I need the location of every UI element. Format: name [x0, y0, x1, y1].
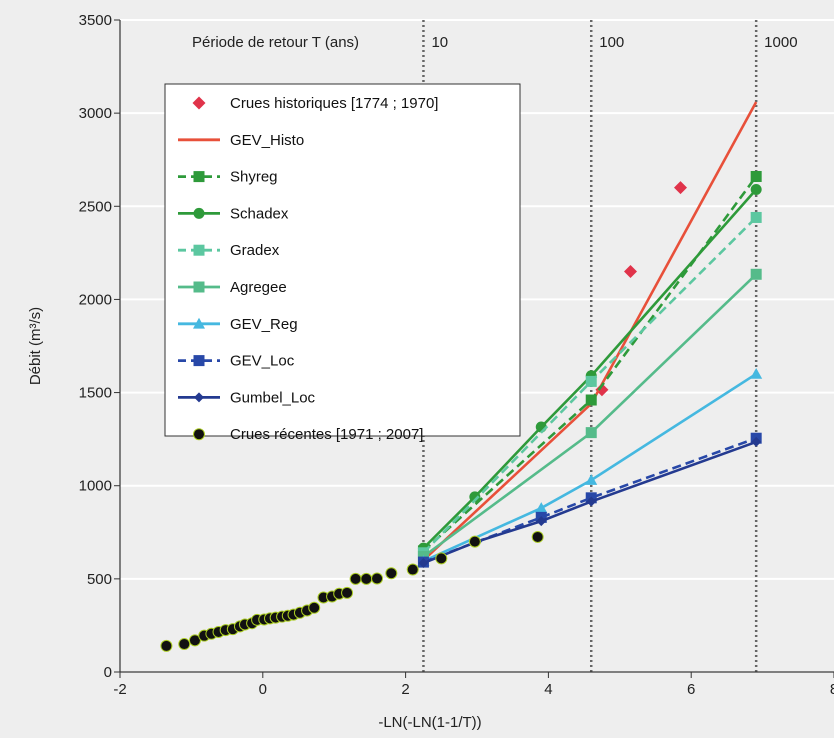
series-crues-r-centes-1971-2007 — [160, 530, 544, 652]
x-tick-label: 4 — [544, 681, 552, 698]
triangle-marker — [535, 502, 548, 513]
circle-marker — [750, 184, 762, 196]
dot-marker — [385, 567, 398, 580]
square-marker — [750, 268, 762, 280]
y-tick-label: 0 — [104, 664, 112, 681]
diamond-marker — [586, 496, 597, 507]
legend-box — [164, 83, 521, 437]
dot-marker — [435, 552, 448, 565]
y-tick-label: 2000 — [79, 291, 112, 308]
legend-item: Agregee — [178, 279, 287, 296]
y-axis-label: Débit (m³/s) — [27, 307, 44, 385]
diamond-marker — [673, 181, 687, 195]
legend-label: Shyreg — [230, 169, 278, 186]
legend-item: Gumbel_Loc — [178, 389, 316, 406]
dot-marker — [406, 563, 419, 576]
square-marker — [585, 427, 597, 439]
dot-marker — [160, 639, 173, 652]
return-period-label: 10 — [431, 34, 448, 51]
legend-item: Gradex — [178, 242, 280, 259]
diamond-marker — [192, 96, 206, 110]
x-ticks: -2 0 2 4 6 8 — [113, 672, 834, 698]
dot-marker — [349, 572, 362, 585]
series-line — [422, 372, 757, 563]
x-tick-label: 0 — [259, 681, 267, 698]
return-period-label: 100 — [599, 34, 624, 51]
legend-label: Schadex — [230, 205, 289, 222]
x-tick-label: 6 — [687, 681, 695, 698]
dot-marker — [468, 535, 481, 548]
y-tick-label: 2500 — [79, 198, 112, 215]
x-tick-label: -2 — [113, 681, 126, 698]
diamond-marker — [595, 383, 609, 397]
return-period-labels: 10 100 1000 — [431, 34, 797, 51]
legend-item: GEV_Reg — [178, 316, 298, 333]
square-marker — [585, 375, 597, 387]
square-marker — [193, 281, 205, 293]
legend-label: Crues historiques [1774 ; 1970] — [230, 95, 438, 112]
legend-item: Crues récentes [1971 ; 2007] — [193, 426, 423, 443]
legend-item: Crues historiques [1774 ; 1970] — [192, 95, 438, 112]
square-marker — [750, 170, 762, 182]
square-marker — [193, 355, 205, 367]
legend-item: GEV_Histo — [178, 132, 304, 149]
y-tick-label: 1500 — [79, 385, 112, 402]
legend-item: Schadex — [178, 205, 289, 222]
axes — [119, 20, 834, 673]
dot-marker — [371, 572, 384, 585]
triangle-marker — [193, 317, 205, 329]
square-marker — [193, 244, 205, 256]
triangle-marker — [750, 367, 763, 379]
legend-label: Crues récentes [1971 ; 2007] — [230, 426, 423, 443]
dot-marker — [178, 638, 191, 651]
legend-items: Crues historiques [1774 ; 1970] GEV_Histo… — [178, 95, 438, 443]
legend-label: Gradex — [230, 242, 280, 259]
y-tick-label: 3500 — [79, 12, 112, 29]
legend-item: GEV_Loc — [178, 353, 295, 370]
legend-label: GEV_Loc — [230, 353, 295, 370]
square-marker — [750, 211, 762, 223]
triangle-marker — [585, 474, 598, 485]
y-tick-label: 1000 — [79, 478, 112, 495]
circle-marker — [193, 207, 205, 219]
legend-label: GEV_Reg — [230, 316, 298, 333]
square-marker — [585, 394, 597, 406]
diamond-marker — [418, 558, 429, 569]
diamond-marker — [624, 264, 638, 278]
diamond-marker — [194, 392, 204, 403]
series-crues-historiques-1774-1970 — [595, 181, 687, 397]
dot-marker — [308, 601, 321, 614]
square-marker — [193, 171, 205, 183]
series-layer — [160, 101, 763, 652]
return-period-label: 1000 — [764, 34, 797, 51]
dot-marker — [341, 586, 354, 599]
diamond-marker — [536, 516, 547, 527]
dot-marker — [360, 572, 373, 585]
y-tick-label: 500 — [87, 571, 112, 588]
dot-marker — [531, 530, 544, 543]
x-tick-label: 2 — [401, 681, 409, 698]
legend-label: Gumbel_Loc — [230, 389, 316, 406]
legend-label: GEV_Histo — [230, 132, 304, 149]
circle-marker — [469, 491, 481, 503]
dot-marker — [193, 428, 205, 441]
legend-item: Shyreg — [178, 169, 278, 186]
x-axis-label: -LN(-LN(1-1/T)) — [378, 714, 481, 731]
y-tick-label: 3000 — [79, 105, 112, 122]
diamond-marker — [751, 436, 762, 447]
legend-label: Agregee — [230, 279, 287, 296]
x-tick-label: 8 — [830, 681, 834, 698]
return-period-header: Période de retour T (ans) — [192, 34, 359, 51]
y-ticks: 0 500 1000 1500 2000 2500 3000 3500 — [79, 12, 120, 681]
legend: Crues historiques [1774 ; 1970] GEV_Histo… — [164, 83, 521, 443]
